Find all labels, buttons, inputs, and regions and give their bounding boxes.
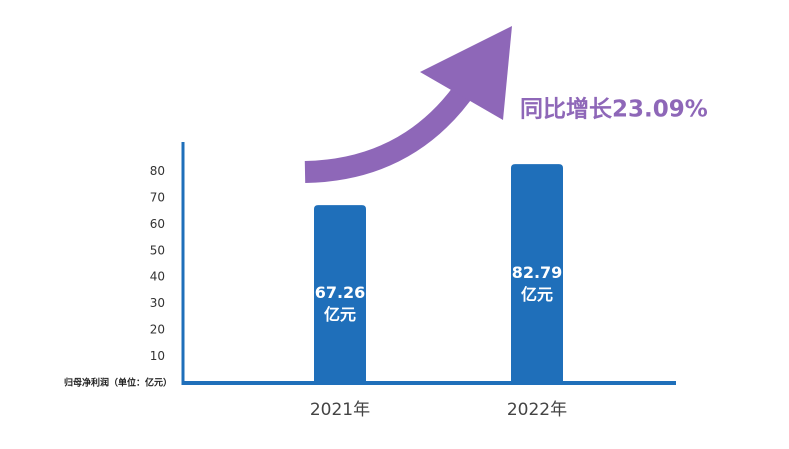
annotation: 同比增长23.09% xyxy=(520,96,708,123)
value-label: 67.26 亿元 xyxy=(314,283,366,325)
bar xyxy=(314,205,366,383)
y-tick-label: 70 xyxy=(150,190,165,204)
y-tick-label: 30 xyxy=(150,296,165,310)
bar xyxy=(511,164,563,383)
y-tick-label: 60 xyxy=(150,217,165,231)
x-tick-label: 2021年 xyxy=(310,400,370,420)
y-tick-label: 50 xyxy=(150,243,165,257)
x-tick-label: 2022年 xyxy=(507,400,567,420)
y-axis-label: 归母净利润（单位：亿元） xyxy=(64,377,172,389)
growth-arrow xyxy=(304,78,478,183)
y-tick-label: 20 xyxy=(150,323,165,337)
arrow-head xyxy=(420,26,512,120)
y-tick-label: 10 xyxy=(150,349,165,363)
value-label: 82.79 亿元 xyxy=(511,262,563,304)
y-tick-label: 40 xyxy=(150,270,165,284)
y-tick-label: 80 xyxy=(150,164,165,178)
